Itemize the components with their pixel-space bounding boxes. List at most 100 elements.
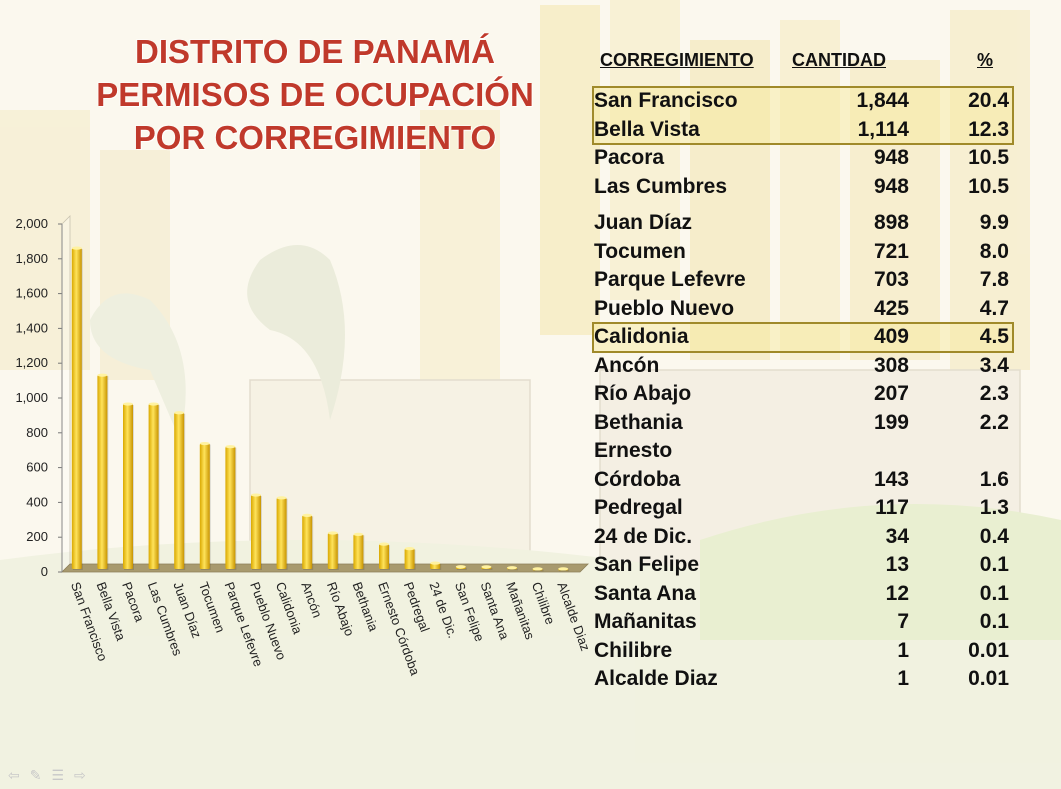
- bar-top: [379, 542, 389, 546]
- bar-top: [327, 531, 338, 535]
- bar-top: [455, 565, 466, 569]
- table-row: Córdoba 143 1.6: [594, 466, 1014, 495]
- table-row: Las Cumbres 948 10.5: [594, 173, 1014, 202]
- row-percent: 10.5: [968, 146, 1009, 169]
- bar-shadow: [559, 569, 570, 572]
- table-row: Parque Lefevre 703 7.8: [594, 266, 1014, 295]
- row-percent: 1.3: [979, 496, 1009, 519]
- row-count: 1: [897, 638, 909, 662]
- row-name: San Francisco: [594, 89, 738, 112]
- bar: [97, 375, 108, 569]
- pen-icon[interactable]: ✎: [29, 767, 52, 783]
- y-tick-label: 1,200: [15, 355, 48, 370]
- table-row: Bella Vista 1,114 12.3: [594, 116, 1014, 145]
- bar-top: [481, 565, 492, 569]
- table-row: Ernesto: [594, 437, 1014, 466]
- table-row: Ancón 308 3.4: [594, 352, 1014, 381]
- x-tick-label: Pacora: [119, 580, 147, 625]
- back-arrow-icon[interactable]: ⇦: [8, 767, 30, 783]
- table-row: Tocumen 721 8.0: [594, 238, 1014, 267]
- table-row: San Francisco 1,844 20.4: [594, 87, 1014, 116]
- row-percent: 2.2: [979, 410, 1009, 434]
- row-percent: 12.3: [968, 117, 1009, 141]
- row-percent: 10.5: [968, 174, 1009, 198]
- bar-top: [199, 441, 210, 446]
- row-percent: 3.4: [979, 353, 1009, 377]
- y-tick-label: 400: [26, 494, 48, 509]
- bar-top: [71, 246, 82, 250]
- bar: [302, 515, 313, 569]
- slide-navigation: ⇦✎☰⇨: [8, 767, 96, 784]
- table-row: Bethania 199 2.2: [594, 409, 1014, 438]
- bar-shadow: [508, 568, 518, 571]
- bar-top: [174, 411, 185, 415]
- row-count: 13: [885, 553, 909, 576]
- table-row: 24 de Dic. 34 0.4: [594, 523, 1014, 552]
- row-name: Río Abajo: [594, 382, 692, 405]
- row-name: 24 de Dic.: [594, 524, 693, 548]
- row-name: Ancón: [594, 353, 660, 377]
- row-count: 1,844: [856, 89, 909, 112]
- row-percent: 0.1: [979, 553, 1009, 576]
- bar-top: [532, 567, 543, 571]
- bar-top: [558, 567, 569, 571]
- row-name: Bella Vista: [594, 117, 700, 141]
- table-row: Juan Díaz 898 9.9: [594, 209, 1014, 238]
- row-percent: 9.9: [979, 211, 1009, 234]
- row-name: Santa Ana: [594, 581, 696, 605]
- left-wall: [61, 215, 71, 573]
- bar-shadow: [533, 569, 544, 572]
- row-name: Mañanitas: [594, 610, 697, 633]
- y-tick-label: 800: [26, 425, 48, 440]
- column-header-percent: %: [977, 50, 994, 70]
- bar: [225, 446, 236, 569]
- forward-arrow-icon[interactable]: ⇨: [74, 767, 96, 783]
- bar: [379, 544, 389, 569]
- row-name: Pacora: [594, 146, 665, 169]
- title-line-2: PERMISOS DE OCUPACIÓN: [96, 76, 534, 113]
- row-name: Calidonia: [594, 325, 689, 348]
- row-percent: 0.01: [968, 667, 1009, 690]
- x-tick-label: Chilibre: [529, 580, 558, 627]
- bar: [327, 532, 338, 569]
- bar: [174, 412, 185, 569]
- table-row: Pueblo Nuevo 425 4.7: [594, 295, 1014, 324]
- y-tick-label: 600: [26, 460, 48, 475]
- title-line-1: DISTRITO DE PANAMÁ: [135, 33, 495, 70]
- row-count: 7: [897, 610, 909, 633]
- x-tick-label: Alcalde Diaz: [554, 580, 590, 653]
- table-row: Pedregal 117 1.3: [594, 494, 1014, 523]
- row-percent: 20.4: [968, 89, 1009, 112]
- row-count: 898: [873, 211, 909, 234]
- row-percent: 4.5: [979, 325, 1009, 348]
- y-tick-label: 1,800: [15, 251, 48, 266]
- bar-top: [123, 402, 133, 406]
- bar: [404, 548, 415, 569]
- y-tick-label: 2,000: [15, 216, 48, 231]
- row-count: 1,114: [857, 117, 909, 141]
- menu-icon[interactable]: ☰: [51, 767, 75, 783]
- bar: [71, 248, 82, 570]
- row-name: Las Cumbres: [594, 174, 728, 198]
- table-row: Chilibre 1 0.01: [594, 637, 1014, 666]
- row-name: Córdoba: [594, 467, 681, 491]
- row-name: Bethania: [594, 410, 683, 434]
- data-table: San Francisco 1,844 20.4 Bella Vista 1,114 12…: [592, 86, 1014, 694]
- bar-top: [430, 561, 441, 565]
- row-count: 199: [873, 410, 909, 434]
- bar-top: [276, 496, 287, 500]
- bar-top: [97, 373, 108, 377]
- row-name: Tocumen: [594, 239, 686, 263]
- bar-top: [507, 566, 517, 570]
- row-count: 721: [873, 239, 909, 263]
- x-tick-label: Ancón: [298, 580, 325, 620]
- row-name: Chilibre: [594, 638, 673, 662]
- row-percent: 0.1: [979, 610, 1009, 633]
- table-row: San Felipe 13 0.1: [594, 551, 1014, 580]
- row-name: Ernesto: [594, 439, 673, 462]
- row-count: 948: [873, 174, 909, 198]
- title-line-3: POR CORREGIMIENTO: [133, 119, 497, 156]
- table-row: Alcalde Diaz 1 0.01: [594, 665, 1014, 694]
- row-count: 703: [873, 268, 909, 291]
- row-name: Alcalde Diaz: [594, 667, 718, 690]
